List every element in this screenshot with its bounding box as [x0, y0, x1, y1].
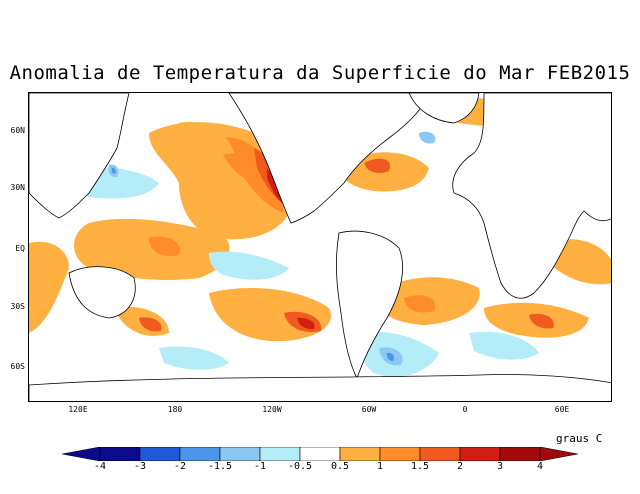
color-scale-tick-label: 0.5 [330, 461, 350, 472]
west-pacific-warm [29, 241, 69, 333]
color-scale-bin [299, 447, 341, 461]
lon-label-0: 0 [462, 405, 468, 414]
color-scale-high-arrow [539, 447, 578, 461]
greenland-landmass [408, 93, 480, 124]
north-atlantic-cool [419, 131, 436, 144]
cool-anomalies [68, 131, 539, 377]
color-scale-bin [459, 447, 501, 461]
lon-label-120w: 120W [262, 405, 282, 414]
color-scale-tick-label: 3 [496, 461, 504, 472]
australia-landmass [68, 266, 136, 319]
color-scale-bin [139, 447, 181, 461]
color-scale-bin [379, 447, 421, 461]
south-atlantic-warm-core [404, 295, 435, 313]
lat-label-30n: 30N [10, 183, 25, 192]
color-scale-tick-label: -2 [173, 461, 187, 472]
color-scale-tick-label: -3 [133, 461, 147, 472]
southern-ocean-cool-strong [386, 352, 395, 361]
color-scale-tick-label: 1.5 [410, 461, 430, 472]
color-scale-tick-label: 2 [456, 461, 464, 472]
japan-cool-strong [111, 167, 116, 174]
color-scale-bin [179, 447, 221, 461]
lon-label-60w: 60W [361, 405, 377, 414]
lon-label-60e: 60E [554, 405, 570, 414]
continents [29, 93, 611, 401]
color-scale-bin [99, 447, 141, 461]
antarctica-landmass [29, 374, 611, 401]
map-title: Anomalia de Temperatura da Superficie do… [9, 62, 631, 84]
indian-ocean-east-warm [549, 239, 611, 285]
africa-eurasia-landmass [452, 93, 611, 299]
lat-label-30s: 30S [10, 302, 25, 311]
central-pacific-warm-core [149, 236, 180, 257]
color-scale-tick-label: -1.5 [207, 461, 233, 472]
east-pacific-cool [209, 251, 289, 280]
south-pacific-hot-core [297, 317, 315, 330]
pacific-south-cool [159, 346, 229, 370]
color-scale-low-arrow [62, 447, 101, 461]
indian-ocean-south-core [529, 313, 554, 329]
color-scale-tick-label: 4 [536, 461, 544, 472]
lat-label-60n: 60N [10, 126, 25, 135]
lon-label-180: 180 [167, 405, 183, 414]
color-scale-tick-label: -0.5 [287, 461, 313, 472]
color-scale-tick-label: -1 [253, 461, 267, 472]
color-scale-bar [62, 447, 578, 461]
pacific-equatorial-warm [74, 218, 230, 280]
south-america-landmass [336, 230, 403, 379]
gulf-stream-core [364, 158, 390, 173]
color-scale-bin [419, 447, 461, 461]
color-scale-tick-label: -4 [93, 461, 107, 472]
color-scale-tick-label: 1 [376, 461, 384, 472]
color-scale-bin [259, 447, 301, 461]
lat-label-60s: 60S [10, 362, 25, 371]
sst-anomaly-map [28, 92, 612, 402]
asia-landmass [29, 93, 130, 219]
color-scale-bin [499, 447, 541, 461]
color-scale-bin [219, 447, 261, 461]
color-scale-bin [339, 447, 381, 461]
color-scale-bins [62, 447, 578, 461]
lat-label-eq: EQ [15, 244, 25, 253]
indian-ocean-cool [469, 331, 539, 360]
map-canvas [29, 93, 611, 401]
lon-label-120e: 120E [68, 405, 88, 414]
south-pacific-warm [209, 288, 331, 342]
north-pacific-warm-core [219, 137, 284, 213]
units-label: graus C [556, 432, 603, 445]
north-america-landmass [228, 93, 430, 224]
tasman-warm-core [139, 317, 162, 332]
pacific-kuroshio-warm [179, 122, 234, 155]
